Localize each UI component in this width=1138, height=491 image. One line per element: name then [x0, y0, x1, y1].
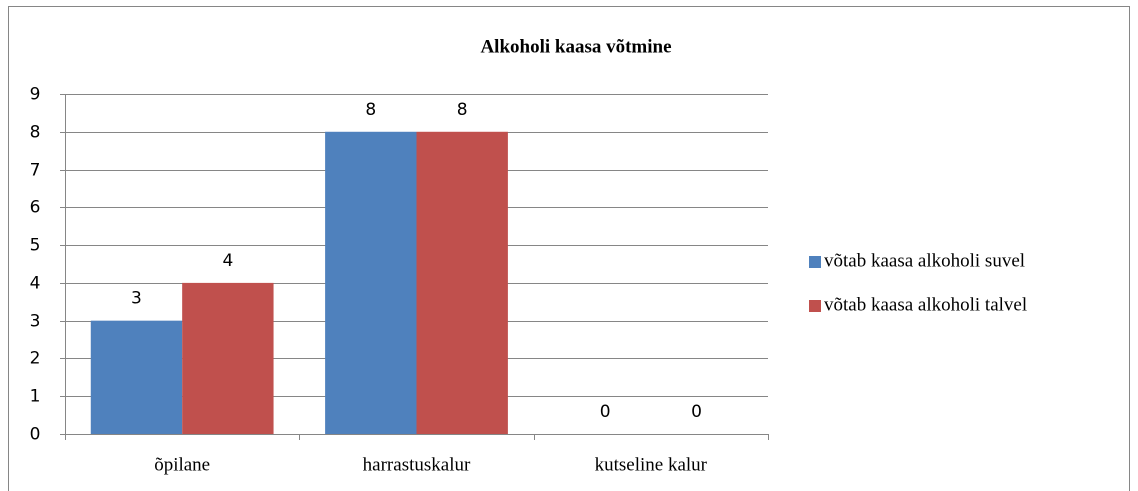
data-label: 3: [131, 289, 142, 309]
y-tick-label: 5: [30, 236, 41, 256]
x-tick-label: harrastuskalur: [363, 454, 471, 475]
data-label: 8: [457, 100, 468, 120]
data-label: 8: [365, 100, 376, 120]
legend-label: võtab kaasa alkoholi suvel: [824, 250, 1025, 271]
y-tick-label: 8: [30, 123, 41, 143]
bar: [325, 131, 417, 434]
bar: [90, 320, 183, 434]
data-label: 0: [600, 402, 611, 422]
data-label: 4: [222, 251, 233, 271]
legend-swatch: [809, 300, 821, 312]
y-tick-label: 7: [30, 161, 41, 181]
data-label: 0: [691, 402, 702, 422]
chart-title: Alkoholi kaasa võtmine: [480, 36, 671, 57]
y-tick-label: 2: [30, 349, 41, 369]
bar: [182, 282, 274, 434]
x-tick-label: kutseline kalur: [595, 454, 708, 475]
y-tick-label: 0: [30, 425, 41, 445]
legend-swatch: [809, 256, 821, 268]
y-tick-label: 9: [30, 85, 41, 105]
y-tick-label: 1: [30, 387, 41, 407]
y-tick-label: 6: [30, 198, 41, 218]
x-tick-label: õpilane: [154, 454, 210, 475]
legend-label: võtab kaasa alkoholi talvel: [824, 294, 1027, 315]
bar: [416, 131, 508, 434]
y-tick-label: 3: [30, 312, 41, 332]
y-tick-label: 4: [30, 274, 41, 294]
